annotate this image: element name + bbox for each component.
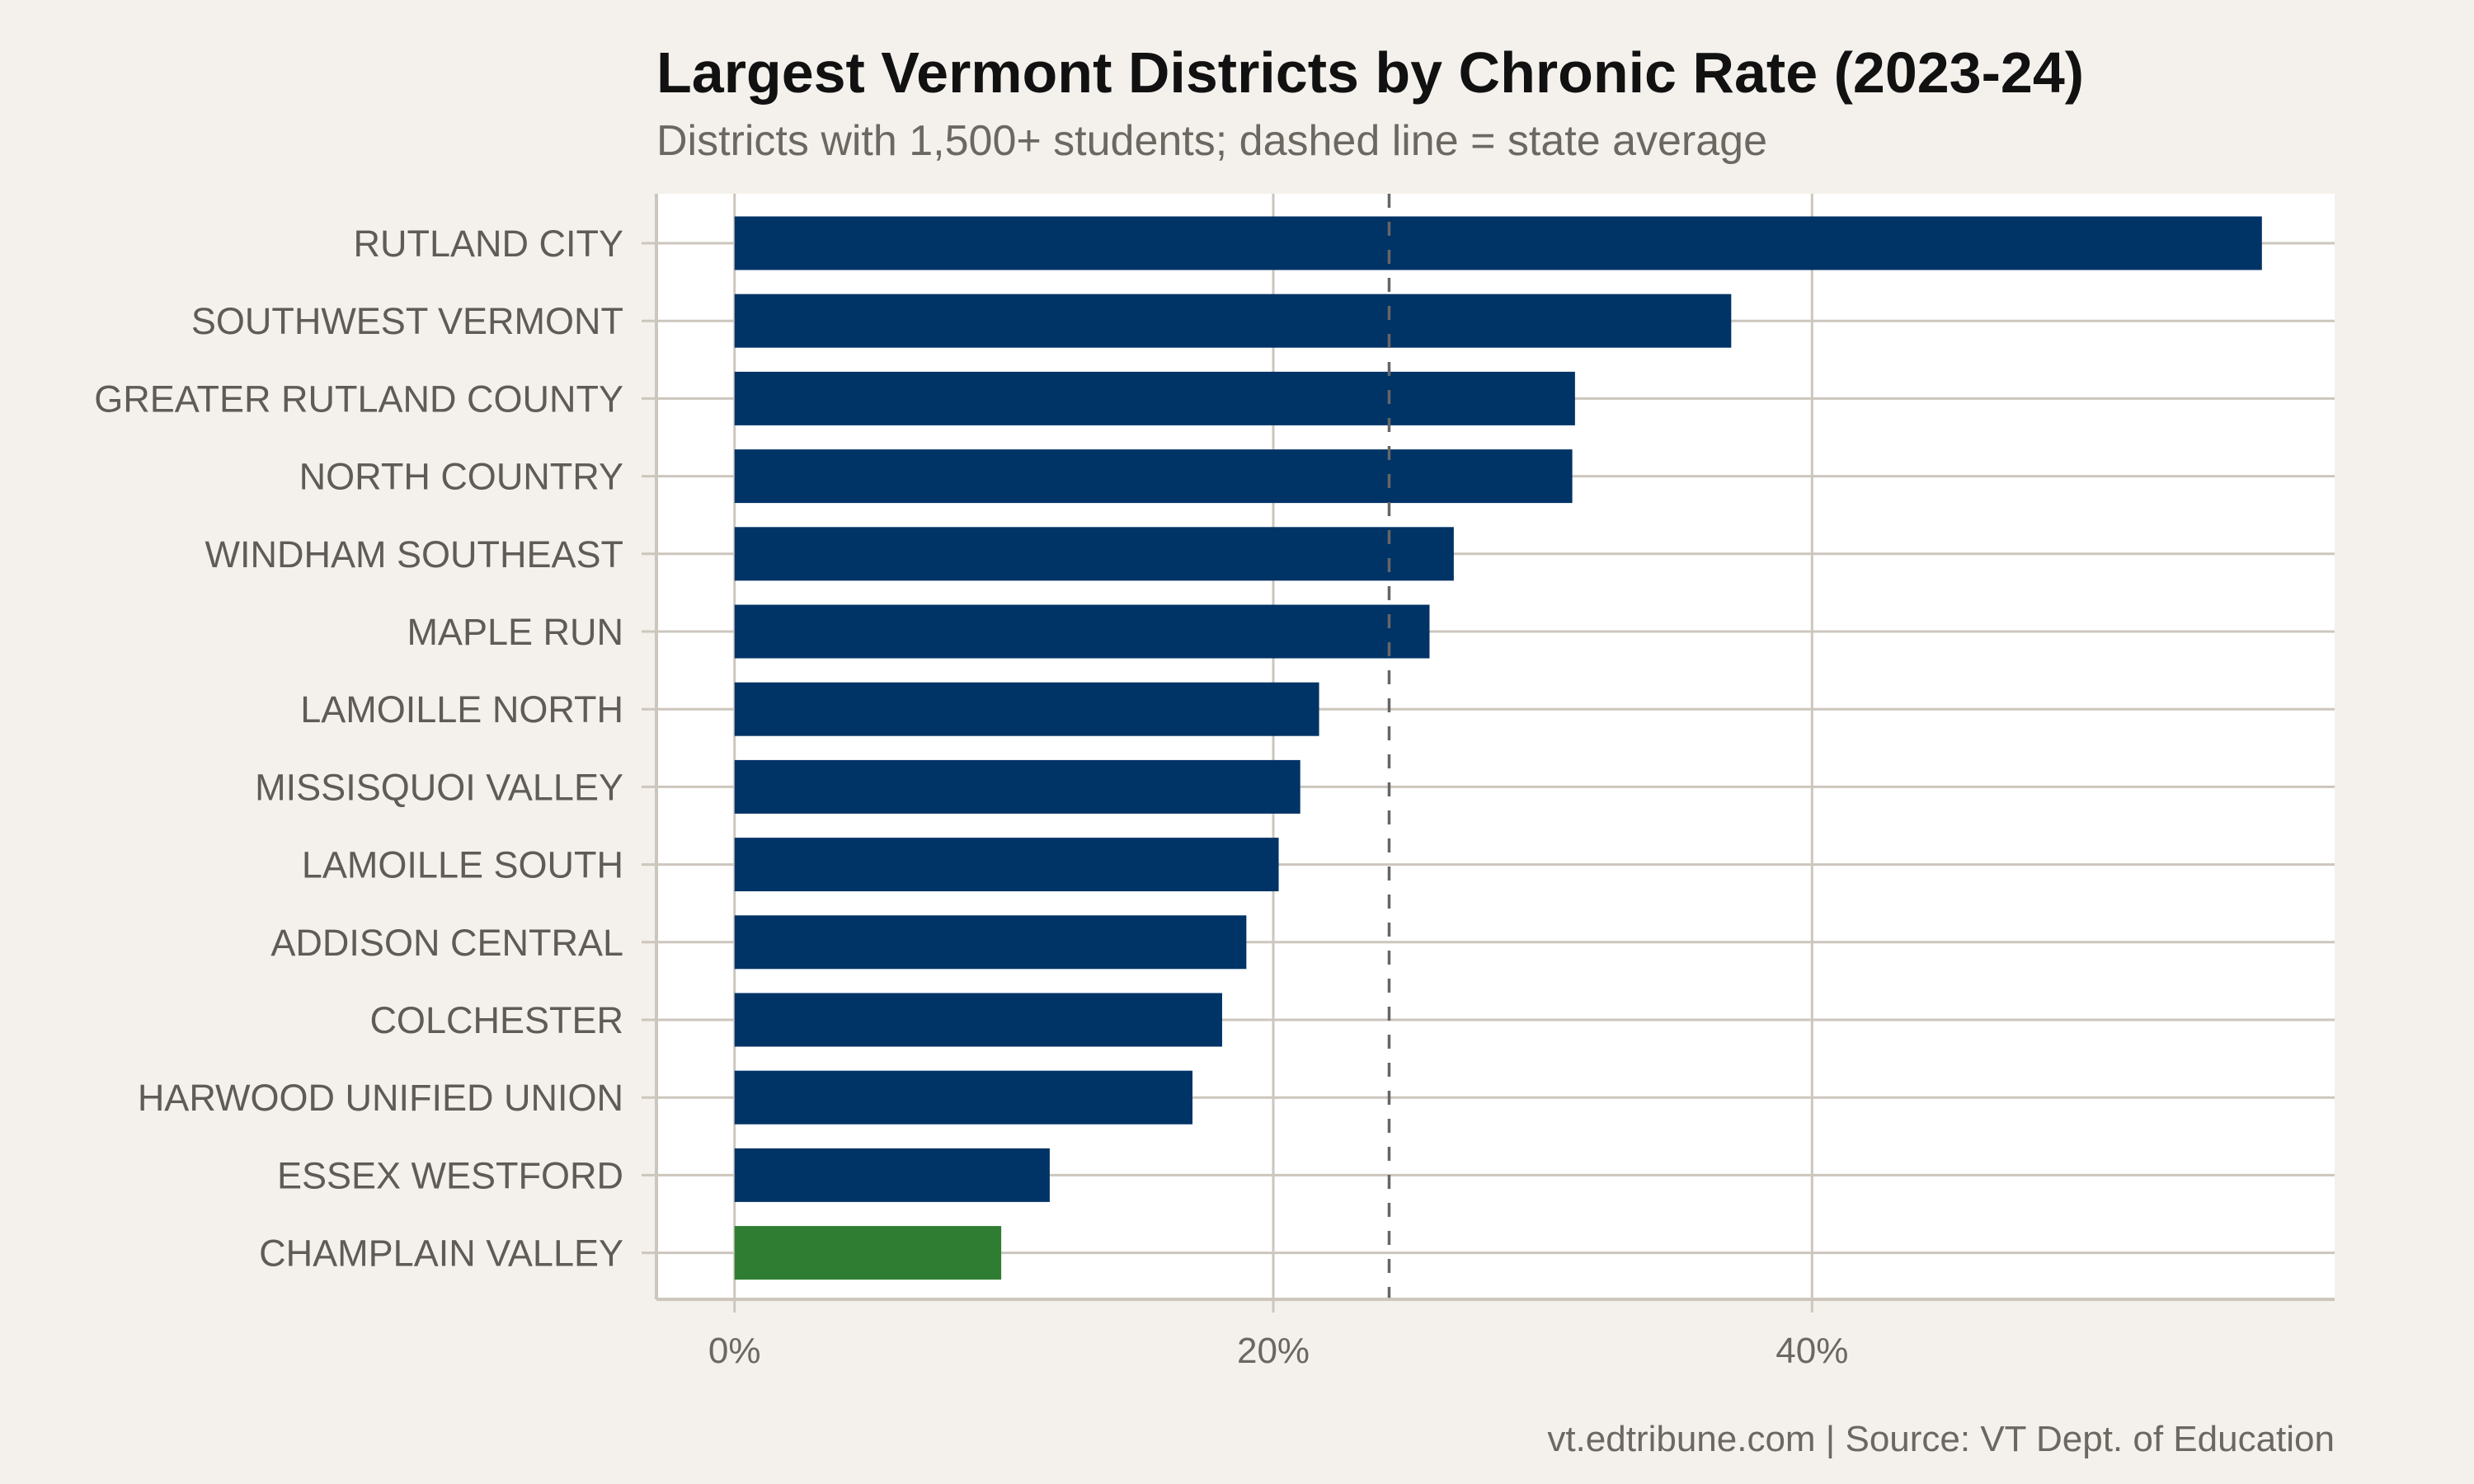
bar bbox=[734, 527, 1454, 581]
y-category-label: MAPLE RUN bbox=[407, 611, 623, 653]
bar bbox=[734, 1070, 1193, 1125]
y-category-label: RUTLAND CITY bbox=[353, 223, 623, 265]
y-category-label: GREATER RUTLAND COUNTY bbox=[94, 378, 623, 420]
bars bbox=[734, 216, 2262, 1280]
bar bbox=[734, 371, 1575, 425]
chart-subtitle: Districts with 1,500+ students; dashed l… bbox=[656, 117, 1767, 165]
bar bbox=[734, 216, 2262, 270]
bar bbox=[734, 993, 1222, 1047]
bar bbox=[734, 759, 1300, 814]
y-category-label: MISSISQUOI VALLEY bbox=[255, 766, 623, 808]
bar bbox=[734, 915, 1247, 970]
x-axis-labels: 0% 20% 40% bbox=[708, 1331, 1848, 1371]
chart-title: Largest Vermont Districts by Chronic Rat… bbox=[656, 40, 2084, 105]
y-category-label: WINDHAM SOUTHEAST bbox=[205, 533, 623, 575]
bar bbox=[734, 449, 1573, 504]
y-category-label: CHAMPLAIN VALLEY bbox=[259, 1233, 623, 1275]
y-category-label: NORTH COUNTRY bbox=[299, 456, 623, 498]
y-category-label: SOUTHWEST VERMONT bbox=[191, 300, 623, 342]
y-category-label: COLCHESTER bbox=[369, 999, 623, 1041]
bar bbox=[734, 604, 1430, 659]
bar bbox=[734, 294, 1732, 348]
x-tick-label: 0% bbox=[708, 1331, 761, 1371]
y-axis-labels: RUTLAND CITY SOUTHWEST VERMONT GREATER RUT… bbox=[94, 223, 623, 1275]
y-category-label: ESSEX WESTFORD bbox=[277, 1154, 623, 1196]
bar bbox=[734, 1226, 1002, 1280]
y-category-label: HARWOOD UNIFIED UNION bbox=[138, 1077, 623, 1119]
bar bbox=[734, 1148, 1050, 1202]
bar bbox=[734, 682, 1319, 736]
y-category-label: LAMOILLE SOUTH bbox=[302, 844, 623, 886]
chart-caption: vt.edtribune.com | Source: VT Dept. of E… bbox=[1547, 1419, 2335, 1459]
x-tick-label: 40% bbox=[1776, 1331, 1848, 1371]
y-category-label: LAMOILLE NORTH bbox=[300, 688, 623, 730]
x-tick-label: 20% bbox=[1237, 1331, 1310, 1371]
plot-panel bbox=[656, 194, 2335, 1298]
y-category-label: ADDISON CENTRAL bbox=[270, 922, 623, 964]
bar bbox=[734, 838, 1279, 892]
